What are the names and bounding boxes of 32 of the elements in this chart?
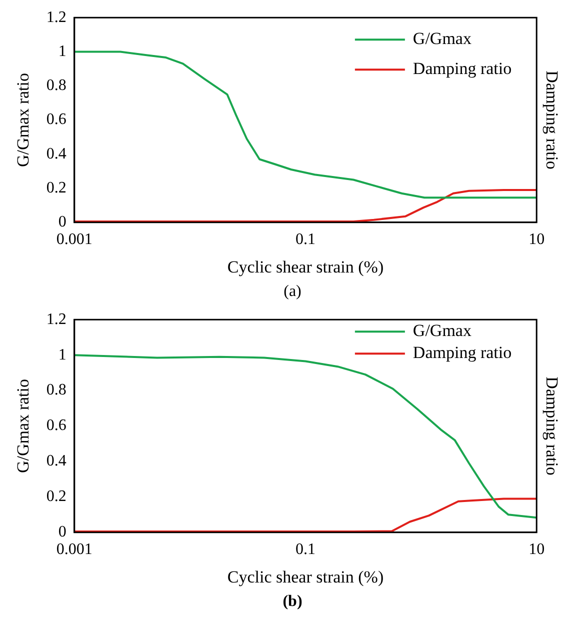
y-tick-label: 0.4 [46,452,66,470]
legend-label: G/Gmax [412,321,472,340]
y-axis-title: G/Gmax ratio [14,73,33,167]
x-tick-label: 0.1 [296,231,316,248]
y-tick-label: 1 [58,346,66,364]
y-tick-label: 0.2 [46,488,66,506]
y-tick-label: 0 [58,524,66,541]
y-tick-label: 1.2 [46,8,66,26]
legend-label: Damping ratio [412,343,512,362]
y2-axis-title: Damping ratio [542,376,562,476]
y-tick-label: 1.2 [46,310,66,328]
y-tick-label: 0.6 [46,417,66,434]
y-tick-label: 0 [58,214,66,231]
y-tick-label: 0.2 [46,179,66,196]
y-tick-label: 0.4 [46,145,66,162]
legend-label: G/Gmax [412,29,472,48]
y-axis-title: G/Gmax ratio [14,379,33,473]
x-tick-label: 0.1 [296,541,316,558]
x-tick-label: 10 [528,231,545,248]
x-axis-title: Cyclic shear strain (%) [227,567,384,586]
x-tick-label: 0.001 [56,541,92,558]
y-tick-label: 1 [58,42,66,60]
x-tick-label: 0.001 [56,231,92,248]
y-tick-label: 0.6 [46,111,66,128]
y-tick-label: 0.8 [46,77,66,94]
text: (a) [282,282,302,302]
y-tick-label: 0.8 [46,382,66,399]
legend-label: Damping ratio [412,59,512,78]
y2-axis-title: Damping ratio [542,70,562,170]
x-tick-label: 10 [528,541,545,558]
x-axis-title: Cyclic shear strain (%) [227,257,384,276]
text: (b) [282,592,304,612]
